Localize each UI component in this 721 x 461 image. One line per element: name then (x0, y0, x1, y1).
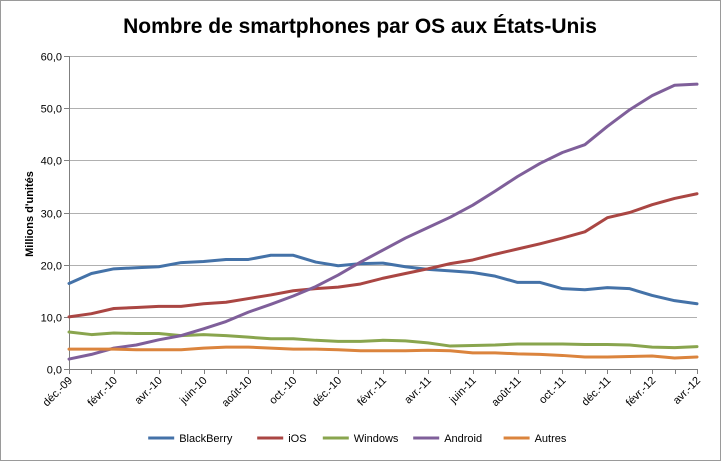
legend-item: BlackBerry (148, 433, 233, 445)
y-tick-label: 30,0 (41, 209, 62, 221)
gridlines (69, 56, 697, 318)
legend-item: Windows (322, 433, 399, 445)
legend-label: BlackBerry (179, 433, 233, 445)
legend-label: iOS (288, 433, 306, 445)
y-tick-label: 10,0 (41, 313, 62, 325)
series-lines (67, 82, 699, 361)
series-line-blackberry (67, 253, 699, 306)
series-line-autres (67, 345, 699, 360)
legend-item: iOS (257, 433, 307, 445)
legend-label: Windows (354, 433, 399, 445)
legend: BlackBerry iOS Windows Android Autres (148, 433, 567, 445)
chart-title: Nombre de smartphones par OS aux États-U… (123, 15, 597, 38)
legend-item: Autres (503, 433, 567, 445)
y-tick-label: 40,0 (41, 156, 62, 168)
y-tick-label: 60,0 (41, 52, 62, 64)
series-line-windows (67, 330, 699, 350)
legend-item: Android (413, 433, 482, 445)
series-line-android (67, 82, 699, 361)
legend-label: Autres (535, 433, 567, 445)
y-axis-title: Millions d'unités (24, 171, 36, 257)
y-tick-label: 0,0 (47, 365, 62, 377)
legend-label: Android (444, 433, 482, 445)
series-line-ios (67, 192, 699, 319)
y-axis-ticks: 0,0 10,0 20,0 30,0 40,0 50,0 60,0 (41, 52, 62, 377)
y-tick-label: 50,0 (41, 104, 62, 116)
y-tick-label: 20,0 (41, 261, 62, 273)
